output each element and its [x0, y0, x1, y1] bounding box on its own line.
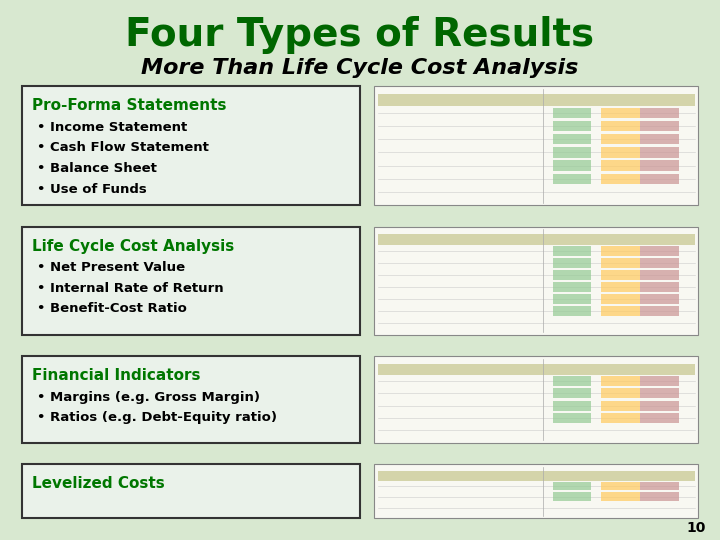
Text: • Use of Funds: • Use of Funds: [37, 183, 147, 195]
FancyBboxPatch shape: [601, 173, 640, 184]
FancyBboxPatch shape: [374, 464, 698, 518]
FancyBboxPatch shape: [22, 356, 360, 443]
FancyBboxPatch shape: [601, 388, 640, 399]
Text: Life Cycle Cost Analysis: Life Cycle Cost Analysis: [32, 239, 235, 254]
FancyBboxPatch shape: [22, 464, 360, 518]
FancyBboxPatch shape: [640, 147, 679, 158]
FancyBboxPatch shape: [640, 121, 679, 131]
FancyBboxPatch shape: [553, 492, 592, 501]
FancyBboxPatch shape: [601, 282, 640, 292]
Text: More Than Life Cycle Cost Analysis: More Than Life Cycle Cost Analysis: [141, 57, 579, 78]
FancyBboxPatch shape: [553, 388, 592, 399]
FancyBboxPatch shape: [553, 270, 592, 280]
FancyBboxPatch shape: [640, 401, 679, 411]
FancyBboxPatch shape: [553, 134, 592, 145]
FancyBboxPatch shape: [553, 246, 592, 255]
FancyBboxPatch shape: [601, 482, 640, 490]
FancyBboxPatch shape: [640, 306, 679, 315]
FancyBboxPatch shape: [601, 147, 640, 158]
FancyBboxPatch shape: [601, 270, 640, 280]
Text: Levelized Costs: Levelized Costs: [32, 476, 165, 491]
Text: • Income Statement: • Income Statement: [37, 121, 188, 134]
FancyBboxPatch shape: [601, 134, 640, 145]
FancyBboxPatch shape: [640, 482, 679, 490]
FancyBboxPatch shape: [378, 234, 695, 245]
FancyBboxPatch shape: [640, 258, 679, 268]
FancyBboxPatch shape: [601, 107, 640, 118]
FancyBboxPatch shape: [640, 413, 679, 423]
FancyBboxPatch shape: [553, 401, 592, 411]
FancyBboxPatch shape: [553, 294, 592, 303]
FancyBboxPatch shape: [378, 471, 695, 481]
FancyBboxPatch shape: [640, 134, 679, 145]
FancyBboxPatch shape: [640, 173, 679, 184]
FancyBboxPatch shape: [601, 258, 640, 268]
FancyBboxPatch shape: [601, 401, 640, 411]
FancyBboxPatch shape: [640, 294, 679, 303]
Text: • Benefit-Cost Ratio: • Benefit-Cost Ratio: [37, 302, 187, 315]
FancyBboxPatch shape: [601, 121, 640, 131]
FancyBboxPatch shape: [640, 388, 679, 399]
FancyBboxPatch shape: [553, 376, 592, 386]
Text: • Margins (e.g. Gross Margin): • Margins (e.g. Gross Margin): [37, 391, 261, 404]
FancyBboxPatch shape: [601, 294, 640, 303]
FancyBboxPatch shape: [553, 282, 592, 292]
FancyBboxPatch shape: [553, 306, 592, 315]
FancyBboxPatch shape: [640, 492, 679, 501]
FancyBboxPatch shape: [553, 121, 592, 131]
FancyBboxPatch shape: [640, 160, 679, 171]
FancyBboxPatch shape: [378, 364, 695, 375]
FancyBboxPatch shape: [640, 282, 679, 292]
FancyBboxPatch shape: [553, 107, 592, 118]
Text: • Net Present Value: • Net Present Value: [37, 261, 186, 274]
FancyBboxPatch shape: [22, 227, 360, 335]
FancyBboxPatch shape: [601, 376, 640, 386]
FancyBboxPatch shape: [374, 356, 698, 443]
FancyBboxPatch shape: [640, 376, 679, 386]
FancyBboxPatch shape: [601, 246, 640, 255]
Text: • Ratios (e.g. Debt-Equity ratio): • Ratios (e.g. Debt-Equity ratio): [37, 411, 277, 424]
FancyBboxPatch shape: [22, 86, 360, 205]
FancyBboxPatch shape: [553, 413, 592, 423]
Text: Four Types of Results: Four Types of Results: [125, 16, 595, 54]
FancyBboxPatch shape: [553, 258, 592, 268]
Text: • Internal Rate of Return: • Internal Rate of Return: [37, 282, 224, 295]
FancyBboxPatch shape: [640, 246, 679, 255]
FancyBboxPatch shape: [601, 306, 640, 315]
Text: • Cash Flow Statement: • Cash Flow Statement: [37, 141, 210, 154]
FancyBboxPatch shape: [374, 86, 698, 205]
FancyBboxPatch shape: [601, 413, 640, 423]
Text: 10: 10: [686, 521, 706, 535]
FancyBboxPatch shape: [374, 227, 698, 335]
FancyBboxPatch shape: [553, 147, 592, 158]
FancyBboxPatch shape: [378, 94, 695, 106]
FancyBboxPatch shape: [601, 160, 640, 171]
Text: Pro-Forma Statements: Pro-Forma Statements: [32, 98, 227, 113]
FancyBboxPatch shape: [601, 492, 640, 501]
Text: • Balance Sheet: • Balance Sheet: [37, 162, 157, 175]
FancyBboxPatch shape: [553, 482, 592, 490]
Text: Financial Indicators: Financial Indicators: [32, 368, 201, 383]
FancyBboxPatch shape: [640, 107, 679, 118]
FancyBboxPatch shape: [640, 270, 679, 280]
FancyBboxPatch shape: [553, 160, 592, 171]
FancyBboxPatch shape: [553, 173, 592, 184]
